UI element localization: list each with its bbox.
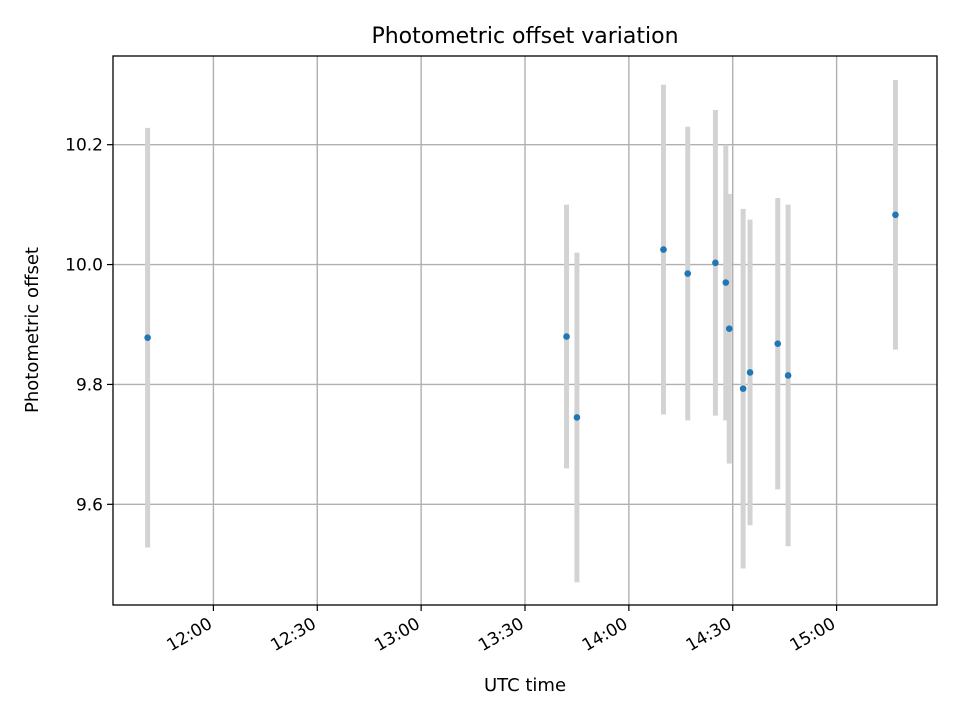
data-point (144, 334, 151, 341)
y-tick-label: 10.0 (65, 256, 103, 276)
y-tick-label: 9.6 (76, 495, 103, 515)
x-axis-label: UTC time (484, 675, 566, 696)
data-point (774, 340, 782, 347)
y-tick-label: 9.8 (76, 375, 103, 395)
chart-title: Photometric offset variation (371, 24, 678, 49)
y-tick-label: 10.2 (65, 136, 103, 156)
data-point (712, 259, 719, 267)
grid (113, 56, 937, 605)
data-points (144, 211, 899, 421)
data-point (722, 279, 730, 286)
data-point (684, 270, 692, 277)
data-point (739, 385, 747, 392)
data-point (725, 325, 733, 333)
data-point (660, 246, 667, 253)
data-point (892, 211, 899, 219)
y-axis-label: Photometric offset (22, 247, 43, 413)
y-axis-ticks: 9.6 9.8 10.0 10.2 (65, 136, 113, 515)
data-point (563, 333, 570, 340)
data-point (784, 372, 792, 379)
data-point (573, 414, 581, 421)
data-point (746, 369, 754, 376)
